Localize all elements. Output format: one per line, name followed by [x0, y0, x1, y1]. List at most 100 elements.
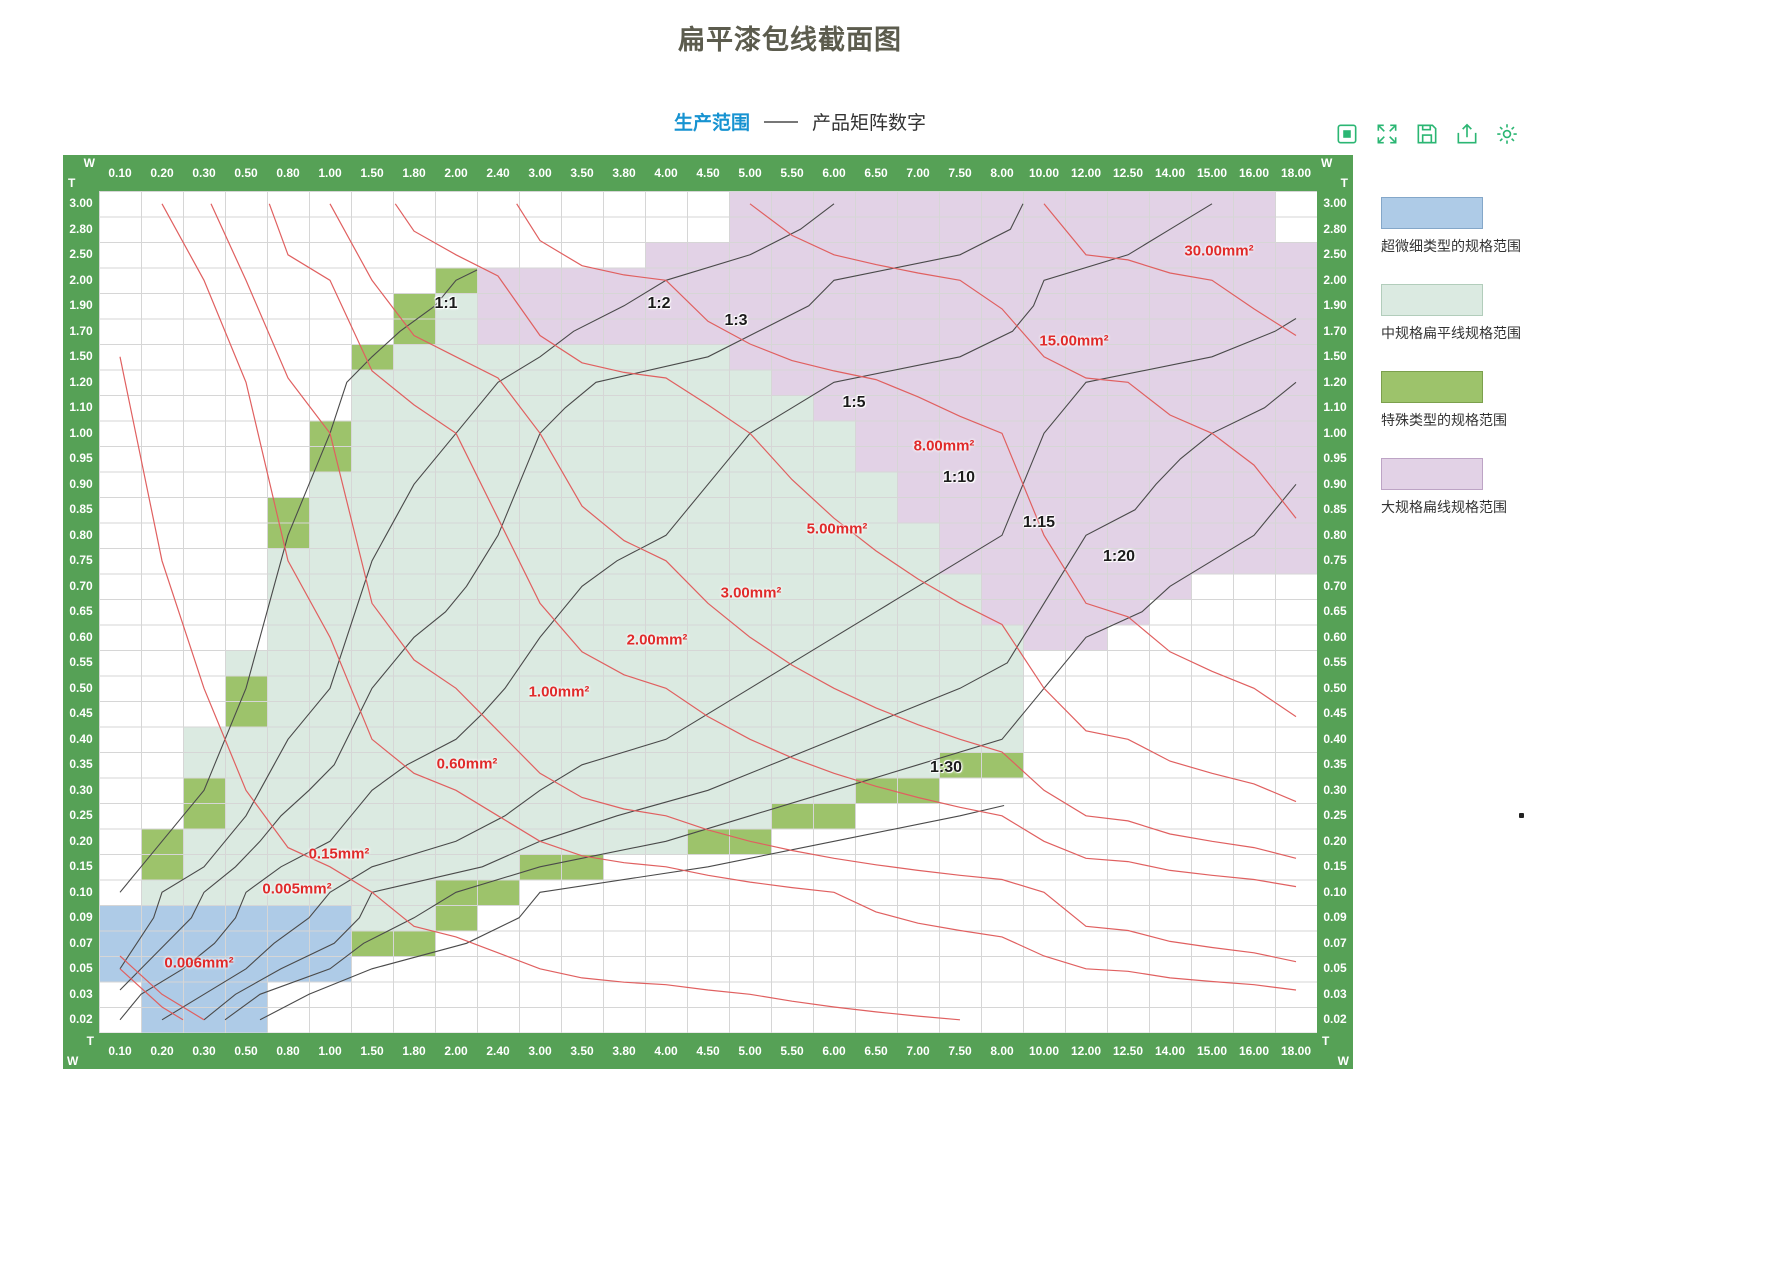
legend-entry-ultra_fine: 超微细类型的规格范围 — [1381, 197, 1551, 256]
ratio-label-1:5: 1:5 — [842, 394, 866, 411]
axis-tick: 0.02 — [69, 1012, 93, 1026]
ratio-label-1:10: 1:10 — [942, 469, 976, 486]
axis-tick: 6.00 — [822, 166, 846, 180]
axis-tick: 2.50 — [1323, 247, 1347, 261]
area-label-3.00mm²: 3.00mm² — [720, 584, 782, 602]
axis-tick: 4.00 — [654, 1044, 678, 1058]
axis-tick: 0.60 — [1323, 629, 1347, 644]
axis-tick: 16.00 — [1238, 1044, 1270, 1058]
corner-bottom-left: T W — [63, 1033, 99, 1069]
axis-tick: 0.40 — [1323, 731, 1347, 746]
axis-tick: 0.10 — [1323, 884, 1347, 899]
ratio-line-1:10 — [161, 318, 1297, 1021]
axis-tick: 14.00 — [1154, 1044, 1186, 1058]
axis-tick: 1.90 — [69, 298, 93, 312]
axis-tick: 0.09 — [1323, 910, 1347, 924]
axis-tick: 6.50 — [864, 166, 888, 180]
axis-tick: 1.10 — [1323, 400, 1347, 414]
t-axis-letter: T — [68, 176, 76, 190]
w-axis-letter: W — [1321, 156, 1333, 170]
axis-tick: 0.80 — [276, 166, 300, 180]
area-label-8.00mm²: 8.00mm² — [913, 437, 975, 455]
axis-tick: 3.50 — [570, 166, 594, 180]
area-label-5.00mm²: 5.00mm² — [806, 520, 868, 538]
axis-tick: 0.75 — [69, 553, 93, 567]
export-icon[interactable] — [1454, 120, 1481, 147]
axis-tick: 0.09 — [69, 910, 93, 924]
axis-tick: 18.00 — [1280, 166, 1312, 180]
area-label-15.00mm²: 15.00mm² — [1039, 332, 1109, 350]
axis-tick: 12.00 — [1070, 1044, 1102, 1058]
axis-tick: 0.85 — [1323, 502, 1347, 516]
axis-tick: 0.55 — [69, 655, 93, 669]
axis-tick: 5.00 — [738, 166, 762, 180]
ratio-line-1:20 — [224, 483, 1297, 1021]
axis-tick: 4.50 — [696, 1044, 720, 1058]
axis-tick: 1.80 — [402, 1044, 426, 1058]
axis-tick: 0.70 — [69, 578, 93, 593]
axis-tick: 0.45 — [1323, 706, 1347, 720]
axis-tick: 0.55 — [1323, 655, 1347, 669]
axis-tick: 7.00 — [906, 1044, 930, 1058]
legend-swatch-large — [1381, 458, 1483, 490]
w-axis-letter: W — [1337, 1054, 1349, 1068]
legend-entry-large: 大规格扁线规格范围 — [1381, 458, 1551, 517]
ratio-label-1:15: 1:15 — [1022, 514, 1056, 531]
axis-tick: 0.10 — [108, 1044, 132, 1058]
axis-tick: 3.00 — [1323, 196, 1347, 210]
axis-tick: 0.15 — [69, 859, 93, 873]
fullscreen-icon[interactable] — [1374, 120, 1401, 147]
legend-label-ultra_fine: 超微细类型的规格范围 — [1381, 238, 1521, 254]
area-curve-30.00mm² — [1043, 203, 1297, 337]
screenshot-icon[interactable] — [1334, 120, 1361, 147]
axis-tick: 2.00 — [444, 166, 468, 180]
axis-tick: 0.90 — [1323, 476, 1347, 491]
axis-tick: 15.00 — [1196, 166, 1228, 180]
area-curve-0.006mm² — [119, 955, 205, 1021]
axis-tick: 4.50 — [696, 166, 720, 180]
area-label-0.15mm²: 0.15mm² — [308, 845, 370, 863]
t-axis-letter: T — [1322, 1034, 1330, 1048]
axis-tick: 1.10 — [69, 400, 93, 414]
ratio-label-1:3: 1:3 — [724, 312, 748, 329]
top-legend: 生产范围 产品矩阵数字 — [674, 108, 926, 135]
legend-swatch-special — [1381, 371, 1483, 403]
axis-tick: 1.00 — [1323, 425, 1347, 440]
chart-frame: 0.10 0.20 0.30 0.50 0.80 1.00 1.50 1.80 2.00 2.40… — [63, 155, 1353, 1069]
axis-tick: 2.40 — [486, 1044, 510, 1058]
ratio-label-1:20: 1:20 — [1102, 548, 1136, 565]
axis-tick: 14.00 — [1154, 166, 1186, 180]
axis-tick: 0.60 — [69, 629, 93, 644]
area-label-30.00mm²: 30.00mm² — [1184, 242, 1254, 260]
ratio-label-1:2: 1:2 — [647, 295, 671, 312]
axis-tick: 2.80 — [1323, 221, 1347, 236]
legend-production-range[interactable]: 生产范围 — [673, 113, 750, 134]
axis-tick: 0.20 — [150, 1044, 174, 1058]
line-legend-marker — [764, 120, 798, 123]
axis-tick: 0.30 — [192, 166, 216, 180]
axis-tick: 0.25 — [69, 808, 93, 822]
legend-product-matrix[interactable]: 产品矩阵数字 — [812, 113, 927, 134]
axis-tick: 7.00 — [906, 166, 930, 180]
area-curve-15.00mm² — [749, 203, 1297, 519]
axis-tick: 0.30 — [192, 1044, 216, 1058]
chart-toolbar — [1334, 120, 1521, 147]
save-icon[interactable] — [1414, 120, 1441, 147]
axis-tick: 5.50 — [780, 166, 804, 180]
settings-icon[interactable] — [1494, 120, 1521, 147]
axis-tick: 3.00 — [528, 1044, 552, 1058]
axis-tick: 0.50 — [234, 1044, 258, 1058]
region-legend-panel: 超微细类型的规格范围 中规格扁平线规格范围 特殊类型的规格范围 大规格扁线规格范围 — [1381, 197, 1551, 545]
axis-tick: 0.07 — [1323, 935, 1347, 950]
axis-tick: 0.65 — [69, 604, 93, 618]
axis-tick: 2.40 — [486, 166, 510, 180]
axis-tick: 1.20 — [69, 374, 93, 389]
axis-tick: 2.00 — [69, 272, 93, 287]
axis-tick: 1.50 — [1323, 349, 1347, 363]
area-label-2.00mm²: 2.00mm² — [626, 631, 688, 649]
axis-tick: 12.00 — [1070, 166, 1102, 180]
axis-tick: 0.50 — [1323, 680, 1347, 695]
axis-tick: 1.00 — [318, 1044, 342, 1058]
axis-tick: 0.75 — [1323, 553, 1347, 567]
axis-tick: 0.15 — [1323, 859, 1347, 873]
